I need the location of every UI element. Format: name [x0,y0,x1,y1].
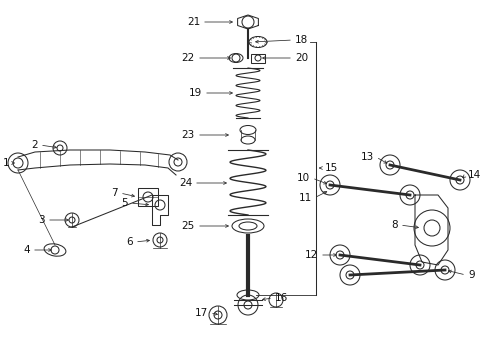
Text: 25: 25 [182,221,195,231]
Text: 11: 11 [298,193,311,203]
Text: 12: 12 [304,250,317,260]
Text: 21: 21 [186,17,200,27]
Text: 24: 24 [179,178,192,188]
Text: 8: 8 [390,220,397,230]
Text: 20: 20 [294,53,307,63]
Bar [138,188,158,206]
Text: 2: 2 [31,140,38,150]
Text: 6: 6 [126,237,133,247]
Bar [250,54,264,63]
Text: 10: 10 [296,173,309,183]
Text: 23: 23 [182,130,195,140]
Text: 7: 7 [111,188,118,198]
Text: 13: 13 [360,152,373,162]
Text: 3: 3 [38,215,45,225]
Text: 9: 9 [467,270,474,280]
Text: 18: 18 [294,35,307,45]
Text: 19: 19 [188,88,202,98]
Text: 22: 22 [182,53,195,63]
Text: 16: 16 [274,293,287,303]
Text: 1: 1 [2,158,9,168]
Text: 17: 17 [194,308,207,318]
Text: 15: 15 [325,163,338,173]
Text: 5: 5 [121,198,128,208]
Text: 14: 14 [467,170,480,180]
Text: 4: 4 [23,245,30,255]
